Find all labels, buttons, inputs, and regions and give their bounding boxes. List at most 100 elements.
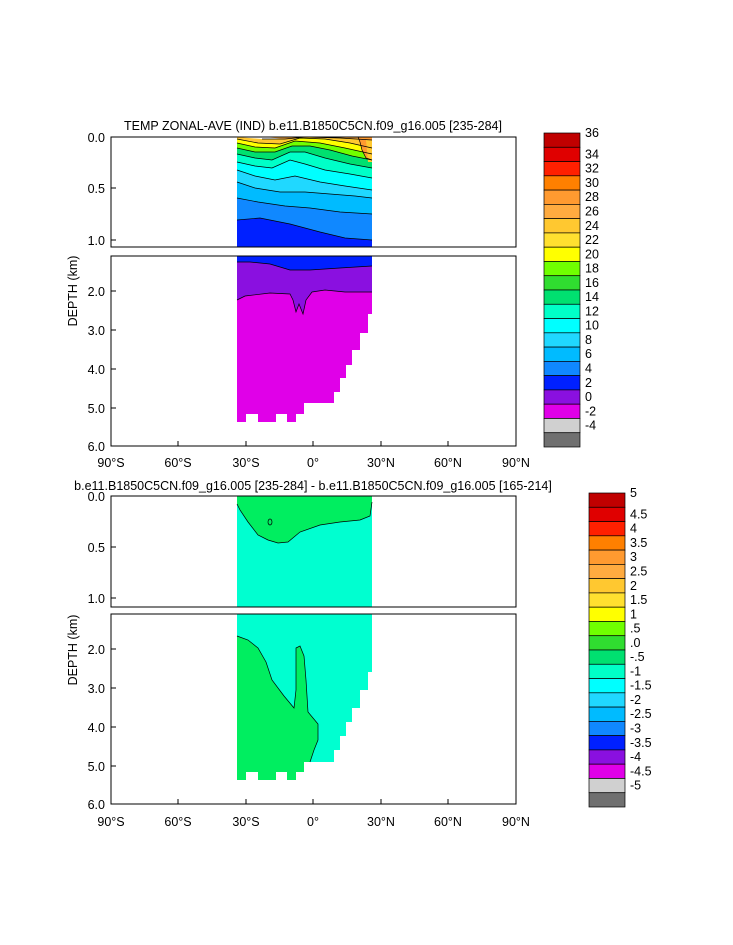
y-tick-label: 3.0 — [88, 324, 105, 338]
colorbar-swatch — [588, 663, 626, 679]
colorbar-swatch — [543, 418, 581, 434]
colorbar-label: 2 — [585, 376, 592, 390]
colorbar-swatch — [543, 175, 581, 191]
colorbar-label: .5 — [630, 622, 640, 636]
colorbar-label: -3.5 — [630, 736, 652, 750]
y-tick-label: 0.5 — [88, 182, 105, 196]
colorbar-swatch — [588, 506, 626, 522]
colorbar-label: -4 — [585, 419, 596, 433]
colorbar-swatch — [543, 375, 581, 391]
colorbar-swatch — [543, 318, 581, 334]
colorbar-label: -.5 — [630, 650, 645, 664]
fill-14-16 — [237, 152, 372, 178]
colorbar-label: 10 — [585, 319, 599, 333]
x-tick-label: 30°S — [232, 456, 259, 470]
colorbar-swatch — [588, 521, 626, 537]
y-axis-ticks: 0.0 0.5 1.0 2.0 3.0 4.0 5.0 6.0 — [88, 131, 116, 454]
x-tick-label: 0° — [307, 815, 319, 829]
colorbar-swatch — [543, 289, 581, 305]
colorbar-label: 2.5 — [630, 565, 647, 579]
colorbar-label: 20 — [585, 247, 599, 261]
colorbar-label: 12 — [585, 304, 599, 318]
y-tick-label: 5.0 — [88, 402, 105, 416]
colorbar-swatch — [588, 706, 626, 722]
fill-16-18 — [237, 146, 372, 168]
colorbar-swatch — [543, 389, 581, 405]
lower-contour-lines — [236, 261, 373, 316]
colorbar-label: 8 — [585, 333, 592, 347]
colorbar-swatch — [543, 204, 581, 219]
upper-panel-frame — [110, 495, 517, 608]
y-tick-label: 0.0 — [88, 490, 105, 504]
colorbar-label: -2.5 — [630, 707, 652, 721]
colorbar-label: 28 — [585, 190, 599, 204]
colorbar-label: -4.5 — [630, 764, 652, 778]
colorbar-swatch — [543, 189, 581, 205]
colorbar-label: 34 — [585, 147, 599, 161]
x-axis-ticks: 90°S 60°S 30°S 0° 30°N 60°N 90°N — [97, 799, 530, 829]
colorbar-swatch — [543, 275, 581, 291]
x-tick-label: 60°N — [434, 815, 462, 829]
colorbar-swatch — [588, 564, 626, 579]
fill-pos-half-deep — [237, 636, 318, 780]
fill-12-14 — [237, 160, 372, 190]
x-tick-label: 30°N — [367, 815, 395, 829]
chart-temp-diff: b.e11.B1850C5CN.f09_g16.005 [235-284] - … — [66, 479, 652, 829]
fill-4-6-lower — [237, 256, 372, 270]
x-tick-label: 90°S — [97, 456, 124, 470]
colorbar-swatch — [543, 146, 581, 162]
colorbar-label: -2 — [630, 693, 641, 707]
fill-22-26 — [237, 137, 372, 148]
fill-pos-half-surface — [237, 496, 372, 543]
chart-title: TEMP ZONAL-AVE (IND) b.e11.B1850C5CN.f09… — [124, 119, 502, 133]
colorbar-swatch — [588, 649, 626, 665]
colorbar-label: -2 — [585, 404, 596, 418]
y-tick-label: 5.0 — [88, 760, 105, 774]
upper-panel-frame — [110, 136, 517, 248]
colorbar-swatch — [543, 303, 581, 319]
y-tick-label: 2.0 — [88, 285, 105, 299]
colorbar-label: 1.5 — [630, 593, 647, 607]
fill-0-2-deep — [237, 256, 372, 422]
colorbar-label: 22 — [585, 233, 599, 247]
y-axis-label: DEPTH (km) — [66, 615, 80, 686]
lower-panel-fills — [236, 614, 372, 780]
colorbar-swatch — [588, 635, 626, 651]
colorbar-label: 2 — [630, 579, 637, 593]
lower-contour-lines — [236, 635, 319, 763]
y-axis-ticks: 0.0 0.5 1.0 2.0 3.0 4.0 5.0 6.0 — [88, 490, 116, 812]
upper-contour-lines — [236, 501, 373, 544]
colorbar-swatch — [543, 261, 581, 277]
colorbar-label: 5 — [630, 486, 637, 500]
colorbar-swatch — [543, 332, 581, 348]
colorbar-label: -5 — [630, 779, 641, 793]
fill-6-8 — [237, 198, 372, 240]
x-tick-label: 90°S — [97, 815, 124, 829]
x-tick-label: 60°N — [434, 456, 462, 470]
fill-8-10 — [237, 182, 372, 214]
x-axis-ticks: 90°S 60°S 30°S 0° 30°N 60°N 90°N — [97, 441, 530, 470]
colorbar-label: 16 — [585, 276, 599, 290]
colorbar-swatch — [543, 361, 581, 376]
colorbar-label: 14 — [585, 290, 599, 304]
upper-contour-lines — [236, 137, 373, 241]
colorbar-label: 3.5 — [630, 536, 647, 550]
colorbar-label: 24 — [585, 219, 599, 233]
colorbar-label: -1 — [630, 664, 641, 678]
colorbar-swatch — [543, 432, 581, 448]
colorbar-swatch — [543, 232, 581, 248]
x-tick-label: 90°N — [502, 456, 530, 470]
fill-18-20 — [237, 141, 372, 160]
colorbar-label: 4 — [585, 362, 592, 376]
colorbar-swatch — [543, 132, 581, 148]
colorbar-swatch — [588, 792, 626, 808]
colorbar-label: 4 — [630, 522, 637, 536]
x-tick-label: 90°N — [502, 815, 530, 829]
colorbar-swatch — [543, 346, 581, 362]
colorbar-swatch — [588, 692, 626, 708]
x-tick-label: 60°S — [164, 815, 191, 829]
colorbar-diff: 54.543.532.521.51.5.0-.5-1-1.5-2-2.5-3-3… — [588, 486, 652, 808]
x-tick-label: 30°S — [232, 815, 259, 829]
colorbar-swatch — [588, 749, 626, 765]
lower-panel-fills — [236, 256, 373, 422]
